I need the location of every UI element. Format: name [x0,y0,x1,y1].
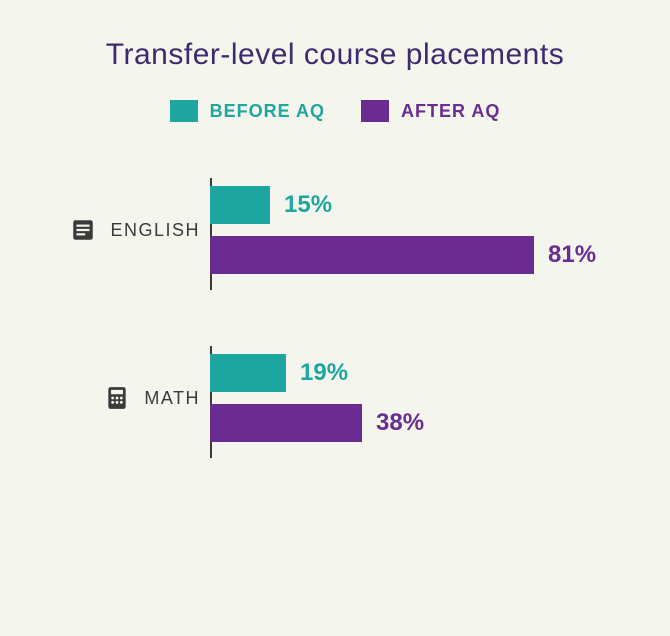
chart-title: Transfer-level course placements [0,38,670,72]
bars-math: 19% 38% [210,346,670,450]
bar-english-after: 81% [210,236,534,274]
category-label-math: MATH [144,388,200,409]
bar-english-before: 15% [210,186,270,224]
book-icon [68,215,98,245]
bar-label-english-before: 15% [284,191,332,219]
legend-item-before: BEFORE AQ [170,100,325,122]
bar-math-after: 38% [210,404,362,442]
bar-math-before: 19% [210,354,286,392]
bar-groups: ENGLISH 15% 81% [0,178,670,450]
group-math: MATH 19% 38% [0,346,670,450]
chart-container: Transfer-level course placements BEFORE … [0,0,670,636]
legend-swatch-after [361,100,389,122]
category-col-math: MATH [0,383,210,413]
category-col-english: ENGLISH [0,215,210,245]
legend-swatch-before [170,100,198,122]
bars-english: 15% 81% [210,178,670,282]
legend: BEFORE AQ AFTER AQ [0,100,670,122]
group-english: ENGLISH 15% 81% [0,178,670,282]
category-label-english: ENGLISH [110,220,200,241]
bar-label-english-after: 81% [548,241,596,269]
bar-label-math-before: 19% [300,359,348,387]
legend-item-after: AFTER AQ [361,100,500,122]
legend-label-before: BEFORE AQ [210,101,325,122]
bar-label-math-after: 38% [376,409,424,437]
legend-label-after: AFTER AQ [401,101,500,122]
calculator-icon [102,383,132,413]
